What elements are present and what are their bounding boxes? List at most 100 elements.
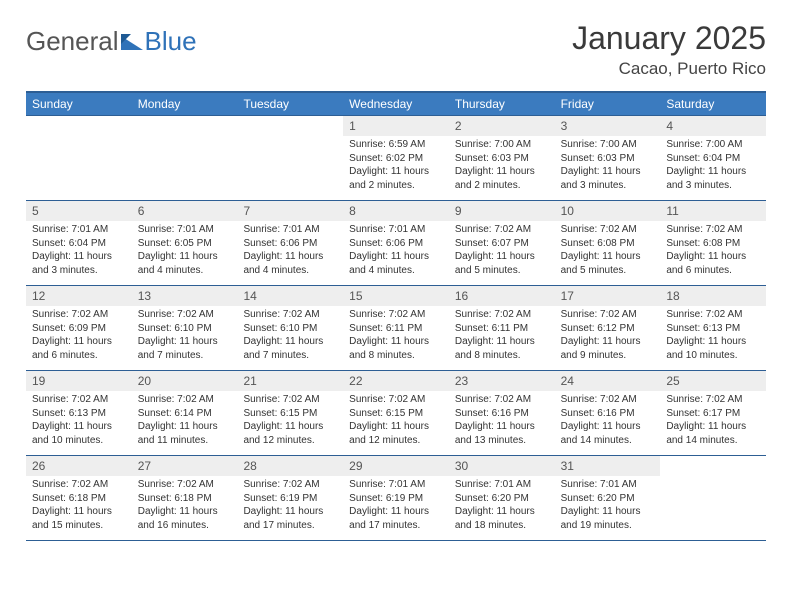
week-row: 12Sunrise: 7:02 AMSunset: 6:09 PMDayligh… [26,285,766,370]
day-cell: . [26,116,132,200]
day-cell: 1Sunrise: 6:59 AMSunset: 6:02 PMDaylight… [343,116,449,200]
day-info: Sunrise: 7:02 AMSunset: 6:09 PMDaylight:… [26,306,132,366]
day-cell: 28Sunrise: 7:02 AMSunset: 6:19 PMDayligh… [237,456,343,540]
day-cell: 18Sunrise: 7:02 AMSunset: 6:13 PMDayligh… [660,286,766,370]
calendar: SundayMondayTuesdayWednesdayThursdayFrid… [26,91,766,541]
week-row: 5Sunrise: 7:01 AMSunset: 6:04 PMDaylight… [26,200,766,285]
day-cell: 10Sunrise: 7:02 AMSunset: 6:08 PMDayligh… [555,201,661,285]
day-number: 3 [555,116,661,136]
day-cell: 6Sunrise: 7:01 AMSunset: 6:05 PMDaylight… [132,201,238,285]
day-header-cell: Friday [555,93,661,115]
day-info: Sunrise: 7:01 AMSunset: 6:05 PMDaylight:… [132,221,238,281]
day-number: 11 [660,201,766,221]
day-info: Sunrise: 7:02 AMSunset: 6:08 PMDaylight:… [660,221,766,281]
day-info: Sunrise: 7:02 AMSunset: 6:10 PMDaylight:… [132,306,238,366]
day-cell: 22Sunrise: 7:02 AMSunset: 6:15 PMDayligh… [343,371,449,455]
day-number: 24 [555,371,661,391]
day-cell: 3Sunrise: 7:00 AMSunset: 6:03 PMDaylight… [555,116,661,200]
day-info: Sunrise: 7:00 AMSunset: 6:03 PMDaylight:… [555,136,661,196]
brand-part2: Blue [145,26,197,57]
day-cell: 11Sunrise: 7:02 AMSunset: 6:08 PMDayligh… [660,201,766,285]
day-cell: 13Sunrise: 7:02 AMSunset: 6:10 PMDayligh… [132,286,238,370]
day-number: 18 [660,286,766,306]
day-info: Sunrise: 7:02 AMSunset: 6:13 PMDaylight:… [660,306,766,366]
day-number: 31 [555,456,661,476]
day-cell: 30Sunrise: 7:01 AMSunset: 6:20 PMDayligh… [449,456,555,540]
header: General Blue January 2025 Cacao, Puerto … [26,20,766,79]
day-info: Sunrise: 7:02 AMSunset: 6:15 PMDaylight:… [237,391,343,451]
day-header-cell: Tuesday [237,93,343,115]
week-row: 19Sunrise: 7:02 AMSunset: 6:13 PMDayligh… [26,370,766,455]
day-header-cell: Thursday [449,93,555,115]
day-cell: 26Sunrise: 7:02 AMSunset: 6:18 PMDayligh… [26,456,132,540]
day-number: 13 [132,286,238,306]
day-info: Sunrise: 7:02 AMSunset: 6:12 PMDaylight:… [555,306,661,366]
day-info: Sunrise: 7:02 AMSunset: 6:18 PMDaylight:… [132,476,238,536]
day-info: Sunrise: 7:01 AMSunset: 6:19 PMDaylight:… [343,476,449,536]
day-number: 10 [555,201,661,221]
day-info: Sunrise: 7:01 AMSunset: 6:06 PMDaylight:… [237,221,343,281]
day-number: 29 [343,456,449,476]
week-row: . . . 1Sunrise: 6:59 AMSunset: 6:02 PMDa… [26,115,766,200]
day-info: Sunrise: 7:02 AMSunset: 6:16 PMDaylight:… [449,391,555,451]
day-number: 28 [237,456,343,476]
day-cell: 14Sunrise: 7:02 AMSunset: 6:10 PMDayligh… [237,286,343,370]
day-info: Sunrise: 7:02 AMSunset: 6:13 PMDaylight:… [26,391,132,451]
day-number: 27 [132,456,238,476]
day-cell: 12Sunrise: 7:02 AMSunset: 6:09 PMDayligh… [26,286,132,370]
day-info: Sunrise: 7:02 AMSunset: 6:14 PMDaylight:… [132,391,238,451]
day-info: Sunrise: 7:00 AMSunset: 6:04 PMDaylight:… [660,136,766,196]
day-info: Sunrise: 7:00 AMSunset: 6:03 PMDaylight:… [449,136,555,196]
day-info: Sunrise: 7:02 AMSunset: 6:11 PMDaylight:… [449,306,555,366]
day-cell: 29Sunrise: 7:01 AMSunset: 6:19 PMDayligh… [343,456,449,540]
day-info: Sunrise: 7:02 AMSunset: 6:15 PMDaylight:… [343,391,449,451]
day-info: Sunrise: 7:01 AMSunset: 6:20 PMDaylight:… [555,476,661,536]
day-cell: 25Sunrise: 7:02 AMSunset: 6:17 PMDayligh… [660,371,766,455]
day-cell: 15Sunrise: 7:02 AMSunset: 6:11 PMDayligh… [343,286,449,370]
day-info: Sunrise: 7:01 AMSunset: 6:04 PMDaylight:… [26,221,132,281]
day-cell: . [132,116,238,200]
day-number: 4 [660,116,766,136]
day-cell: 5Sunrise: 7:01 AMSunset: 6:04 PMDaylight… [26,201,132,285]
day-cell: 8Sunrise: 7:01 AMSunset: 6:06 PMDaylight… [343,201,449,285]
day-number: 15 [343,286,449,306]
day-number: 22 [343,371,449,391]
day-cell: 7Sunrise: 7:01 AMSunset: 6:06 PMDaylight… [237,201,343,285]
day-number: 7 [237,201,343,221]
day-cell: 21Sunrise: 7:02 AMSunset: 6:15 PMDayligh… [237,371,343,455]
day-cell: . [660,456,766,540]
brand-logo: General Blue [26,20,197,57]
day-number: 30 [449,456,555,476]
day-cell: 19Sunrise: 7:02 AMSunset: 6:13 PMDayligh… [26,371,132,455]
day-number: 2 [449,116,555,136]
day-info: Sunrise: 7:02 AMSunset: 6:18 PMDaylight:… [26,476,132,536]
day-cell: 23Sunrise: 7:02 AMSunset: 6:16 PMDayligh… [449,371,555,455]
day-cell: 2Sunrise: 7:00 AMSunset: 6:03 PMDaylight… [449,116,555,200]
day-cell: 27Sunrise: 7:02 AMSunset: 6:18 PMDayligh… [132,456,238,540]
day-cell: 9Sunrise: 7:02 AMSunset: 6:07 PMDaylight… [449,201,555,285]
day-number: 21 [237,371,343,391]
day-number: 12 [26,286,132,306]
day-number: 26 [26,456,132,476]
day-cell: . [237,116,343,200]
day-number: 16 [449,286,555,306]
day-info: Sunrise: 7:02 AMSunset: 6:07 PMDaylight:… [449,221,555,281]
day-info: Sunrise: 7:02 AMSunset: 6:19 PMDaylight:… [237,476,343,536]
location: Cacao, Puerto Rico [572,59,766,79]
day-cell: 24Sunrise: 7:02 AMSunset: 6:16 PMDayligh… [555,371,661,455]
day-header-cell: Wednesday [343,93,449,115]
day-number: 20 [132,371,238,391]
page-title: January 2025 [572,20,766,57]
day-number: 5 [26,201,132,221]
day-cell: 4Sunrise: 7:00 AMSunset: 6:04 PMDaylight… [660,116,766,200]
day-info: Sunrise: 7:02 AMSunset: 6:16 PMDaylight:… [555,391,661,451]
day-info: Sunrise: 7:02 AMSunset: 6:17 PMDaylight:… [660,391,766,451]
day-number: 17 [555,286,661,306]
day-header-cell: Monday [132,93,238,115]
day-info: Sunrise: 7:01 AMSunset: 6:06 PMDaylight:… [343,221,449,281]
week-row: 26Sunrise: 7:02 AMSunset: 6:18 PMDayligh… [26,455,766,541]
day-number: 19 [26,371,132,391]
day-cell: 20Sunrise: 7:02 AMSunset: 6:14 PMDayligh… [132,371,238,455]
day-info: Sunrise: 7:01 AMSunset: 6:20 PMDaylight:… [449,476,555,536]
day-info: Sunrise: 6:59 AMSunset: 6:02 PMDaylight:… [343,136,449,196]
